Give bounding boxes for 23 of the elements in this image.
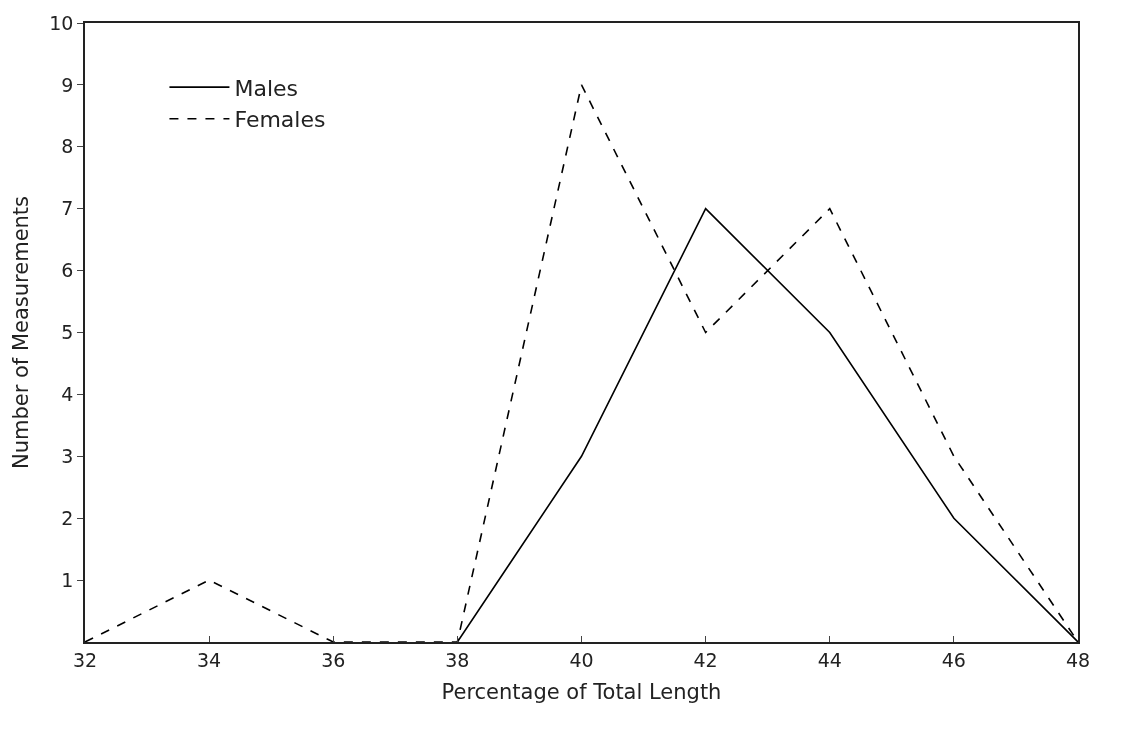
x-tick-label: 32 [72,648,98,671]
legend-label: Males [234,75,299,101]
y-tick-label: 9 [61,73,74,96]
y-tick-label: 5 [61,321,74,344]
x-tick-label: 48 [1065,648,1091,671]
x-tick-label: 42 [693,648,718,671]
y-tick-label: 8 [61,135,74,158]
x-tick-label: 46 [941,648,966,671]
legend-label: Females [234,107,326,133]
y-tick-label: 7 [61,197,74,220]
x-tick-label: 36 [321,648,346,671]
y-tick-label: 4 [61,383,74,406]
x-tick-label: 34 [197,648,222,671]
y-tick-label: 10 [49,11,74,34]
x-tick-label: 44 [817,648,842,671]
y-axis-title: Number of Measurements [8,195,33,470]
y-tick-label: 2 [61,506,74,529]
y-tick-label: 3 [61,444,74,467]
y-tick-label: 6 [61,259,74,282]
x-axis-title: Percentage of Total Length [441,680,722,705]
x-tick-label: 38 [445,648,470,671]
x-tick-label: 40 [569,648,594,671]
y-tick-label: 1 [61,568,74,591]
